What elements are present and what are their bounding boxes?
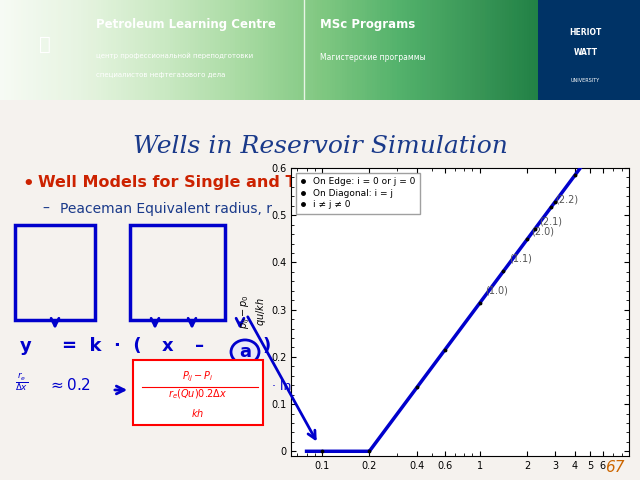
Text: специалистов нефтегазового дела: специалистов нефтегазового дела (96, 72, 225, 78)
Text: =  k  ·  (: = k · ( (62, 337, 141, 355)
Y-axis label: $p_{ij} - p_0$
$qu / kh$: $p_{ij} - p_0$ $qu / kh$ (240, 295, 268, 329)
Text: (1.1): (1.1) (509, 254, 532, 264)
Text: $\frac{r_e}{\Delta x}$: $\frac{r_e}{\Delta x}$ (15, 372, 28, 393)
Text: x: x (162, 337, 173, 355)
Text: Wells in Reservoir Simulation: Wells in Reservoir Simulation (132, 135, 508, 158)
Text: Магистерские программы: Магистерские программы (320, 53, 426, 62)
Text: y: y (20, 337, 32, 355)
Text: –: – (195, 337, 204, 355)
Text: MSc Programs: MSc Programs (320, 18, 415, 31)
Text: 🎓: 🎓 (39, 36, 51, 54)
Text: $\approx 0.2$: $\approx 0.2$ (48, 377, 90, 393)
Text: –: – (42, 202, 49, 216)
Text: Petroleum Learning Centre: Petroleum Learning Centre (96, 18, 276, 31)
Bar (133, 360, 263, 425)
Text: $kh$: $kh$ (191, 407, 205, 419)
Ellipse shape (231, 340, 259, 364)
Text: WATT: WATT (573, 48, 598, 57)
Text: $P_{ij} - P_i$: $P_{ij} - P_i$ (182, 370, 214, 384)
Text: UNIVERSITY: UNIVERSITY (571, 78, 600, 83)
Text: (1.0): (1.0) (485, 286, 508, 296)
Text: •: • (22, 175, 34, 193)
Text: Well Models for Single and Two Phase Flow: Well Models for Single and Two Phase Flo… (38, 175, 428, 190)
Text: a: a (239, 343, 251, 361)
Text: $r_e(Qu) 0.2\Delta x$: $r_e(Qu) 0.2\Delta x$ (168, 387, 228, 401)
Text: Peaceman Equivalent radius, r: Peaceman Equivalent radius, r (60, 202, 272, 216)
Legend: On Edge: i = 0 or j = 0, On Diagonal: i = j, i ≠ j ≠ 0: On Edge: i = 0 or j = 0, On Diagonal: i … (296, 172, 420, 214)
Bar (130, 225, 225, 320)
Text: (2.1): (2.1) (539, 216, 562, 226)
Text: · ln: · ln (272, 380, 291, 393)
Text: центр профессиональной переподготовки: центр профессиональной переподготовки (96, 53, 253, 60)
Text: [: [ (290, 373, 303, 407)
Text: 67: 67 (605, 460, 625, 475)
Text: e: e (328, 208, 335, 218)
Bar (15, 225, 95, 320)
Text: (2.2): (2.2) (555, 195, 578, 204)
Bar (538, 0, 640, 100)
Text: HERIOT: HERIOT (570, 28, 602, 37)
Text: ): ) (262, 337, 270, 355)
Text: (2.0): (2.0) (531, 227, 554, 237)
